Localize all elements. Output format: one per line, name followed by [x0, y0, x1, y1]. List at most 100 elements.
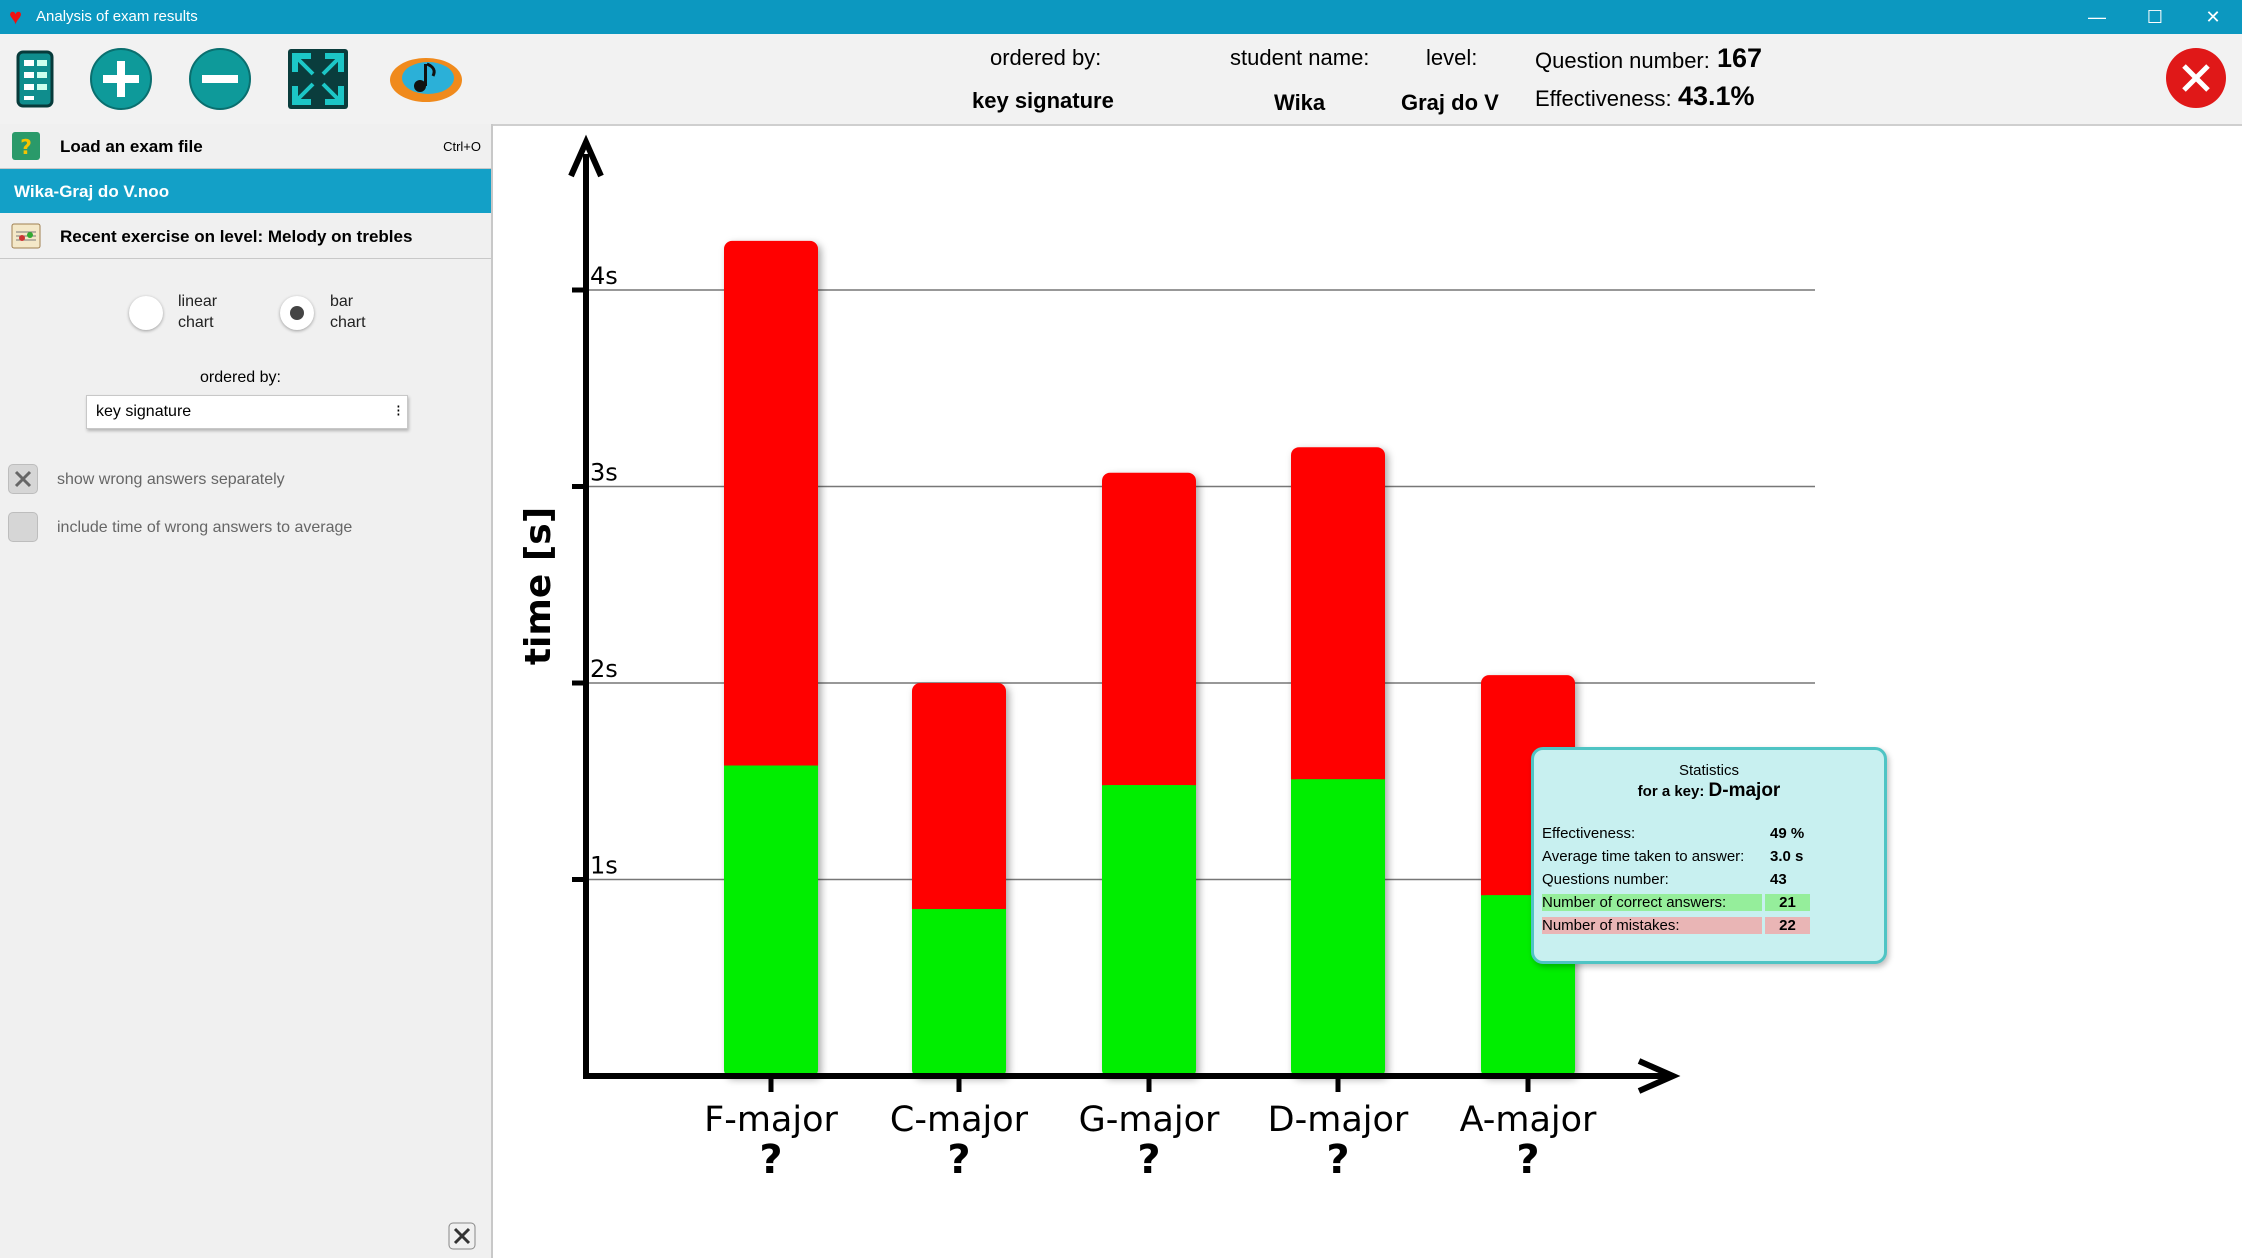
level-label: level:	[1426, 45, 1478, 70]
recent-exercise-label: Recent exercise on level: Melody on treb…	[60, 227, 413, 246]
maximize-button[interactable]: ☐	[2146, 7, 2164, 27]
y-tick-label: 1s	[590, 852, 618, 880]
bar-joint	[1481, 895, 1575, 906]
order-by-select[interactable]: key signature ⁝	[86, 395, 408, 429]
svg-text:?: ?	[20, 135, 32, 159]
show-wrong-label: show wrong answers separately	[57, 471, 285, 488]
close-icon	[2166, 48, 2226, 108]
bar-chart-label: bar chart	[330, 293, 366, 331]
close-window-button[interactable]: ✕	[2205, 7, 2221, 27]
category-mark: ?	[1326, 1137, 1349, 1183]
question-number-label: Question number:	[1535, 48, 1710, 73]
x-tick-label: D-major	[1268, 1100, 1409, 1140]
divider	[0, 168, 491, 169]
tooltip-key: for a key: D-major	[1637, 780, 1781, 801]
heart-icon: ♥	[9, 4, 23, 29]
fullscreen-icon	[288, 49, 348, 109]
level-value: Graj do V	[1401, 90, 1499, 115]
student-name-label: student name:	[1230, 45, 1370, 70]
cross-icon	[14, 470, 32, 488]
logo-icon	[390, 58, 462, 102]
tooltip-row-mistakes: Number of mistakes: 22	[1540, 915, 1810, 935]
ordered-by-label: ordered by:	[990, 45, 1102, 70]
close-analysis-button[interactable]	[2164, 46, 2228, 110]
x-axis-arrow	[1637, 1058, 1681, 1094]
fit-view-button[interactable]	[285, 46, 351, 112]
x-tick-label: A-major	[1460, 1100, 1597, 1140]
load-file-icon: ?	[12, 132, 40, 160]
tooltip-row-effectiveness: Effectiveness: 49 %	[1542, 825, 1805, 842]
category-mark: ?	[759, 1137, 782, 1183]
question-number-value: 167	[1717, 43, 1763, 73]
y-axis-arrow	[568, 134, 604, 178]
bar-G-major[interactable]	[1102, 472, 1196, 1076]
minimize-button[interactable]: —	[2088, 7, 2106, 27]
close-sidebar-button[interactable]	[448, 1222, 476, 1250]
radio-selected-dot	[290, 306, 304, 320]
bar-joint	[1291, 779, 1385, 790]
tooltip-row-average-time: Average time taken to answer: 3.0 s	[1542, 848, 1804, 865]
title-bar: ♥ Analysis of exam results — ☐ ✕	[0, 0, 2242, 34]
load-exam-shortcut: Ctrl+O	[443, 139, 481, 154]
load-exam-label: Load an exam file	[60, 137, 203, 156]
dropdown-icon: ⁝	[395, 403, 401, 420]
tooltip-row-questions: Questions number: 43	[1542, 871, 1787, 888]
bars	[724, 240, 1575, 1076]
bar-F-major[interactable]	[724, 240, 818, 1076]
show-wrong-checkbox[interactable]	[8, 464, 38, 494]
effectiveness-value: 43.1%	[1678, 81, 1755, 111]
bar-correct-segment[interactable]	[912, 908, 1006, 1076]
axis-labels: 1s2s3s4sF-major?C-major?G-major?D-major?…	[572, 262, 1597, 1183]
x-tick-label: C-major	[890, 1100, 1029, 1140]
list-icon	[16, 50, 54, 108]
category-mark: ?	[1137, 1137, 1160, 1183]
effectiveness-label: Effectiveness:	[1535, 86, 1672, 111]
zoom-in-button[interactable]	[88, 46, 154, 112]
bar-correct-segment[interactable]	[1102, 785, 1196, 1076]
settings-sidebar: ? Load an exam file Ctrl+O Wika-Graj do …	[0, 124, 493, 1258]
bar-chart: 1s2s3s4sF-major?C-major?G-major?D-major?…	[518, 134, 1815, 1183]
app-logo	[386, 46, 466, 112]
settings-list-button[interactable]	[4, 46, 70, 112]
category-mark: ?	[1516, 1137, 1539, 1183]
x-tick-label: F-major	[704, 1100, 838, 1140]
y-axis-title: time [s]	[518, 507, 559, 665]
bar-joint	[912, 908, 1006, 919]
tooltip-row-correct: Number of correct answers: 21	[1540, 892, 1810, 912]
include-time-checkbox[interactable]	[8, 512, 38, 542]
y-tick-label: 4s	[590, 262, 618, 290]
bar-C-major[interactable]	[912, 683, 1006, 1076]
exam-file-label: Wika-Graj do V.noo	[14, 182, 170, 201]
divider	[0, 258, 491, 259]
bar-joint	[724, 765, 818, 776]
linear-chart-radio[interactable]	[129, 296, 163, 330]
bar-correct-segment[interactable]	[1291, 779, 1385, 1076]
close-icon	[448, 1222, 476, 1250]
tooltip-heading: Statistics	[1678, 762, 1739, 779]
toolbar: ordered by: key signature student name: …	[0, 34, 2242, 126]
statistics-tooltip: Statistics for a key: D-major Effectiven…	[1531, 747, 1887, 964]
linear-chart-label: linear chart	[178, 293, 218, 331]
bar-correct-segment[interactable]	[724, 765, 818, 1076]
y-tick-label: 2s	[590, 655, 618, 683]
x-tick-label: G-major	[1079, 1100, 1220, 1140]
recent-exercise-item[interactable]: Recent exercise on level: Melody on treb…	[0, 214, 491, 258]
category-mark: ?	[947, 1137, 970, 1183]
plus-icon	[90, 48, 152, 110]
student-name-value: Wika	[1274, 90, 1326, 115]
y-tick-label: 3s	[590, 459, 618, 487]
axes	[568, 134, 1681, 1094]
ordered-by-label: ordered by:	[200, 369, 281, 386]
include-time-label: include time of wrong answers to average	[57, 519, 353, 536]
bar-joint	[1102, 785, 1196, 796]
window-title: Analysis of exam results	[36, 8, 198, 25]
exam-file-item[interactable]: Wika-Graj do V.noo	[0, 169, 491, 213]
bar-chart-radio[interactable]	[280, 296, 314, 330]
minus-icon	[189, 48, 251, 110]
zoom-out-button[interactable]	[187, 46, 253, 112]
order-by-value: key signature	[96, 403, 192, 420]
bar-D-major[interactable]	[1291, 447, 1385, 1076]
load-exam-item[interactable]: ? Load an exam file Ctrl+O	[0, 124, 491, 168]
recent-exercise-icon	[11, 223, 41, 249]
ordered-by-value: key signature	[972, 88, 1114, 113]
